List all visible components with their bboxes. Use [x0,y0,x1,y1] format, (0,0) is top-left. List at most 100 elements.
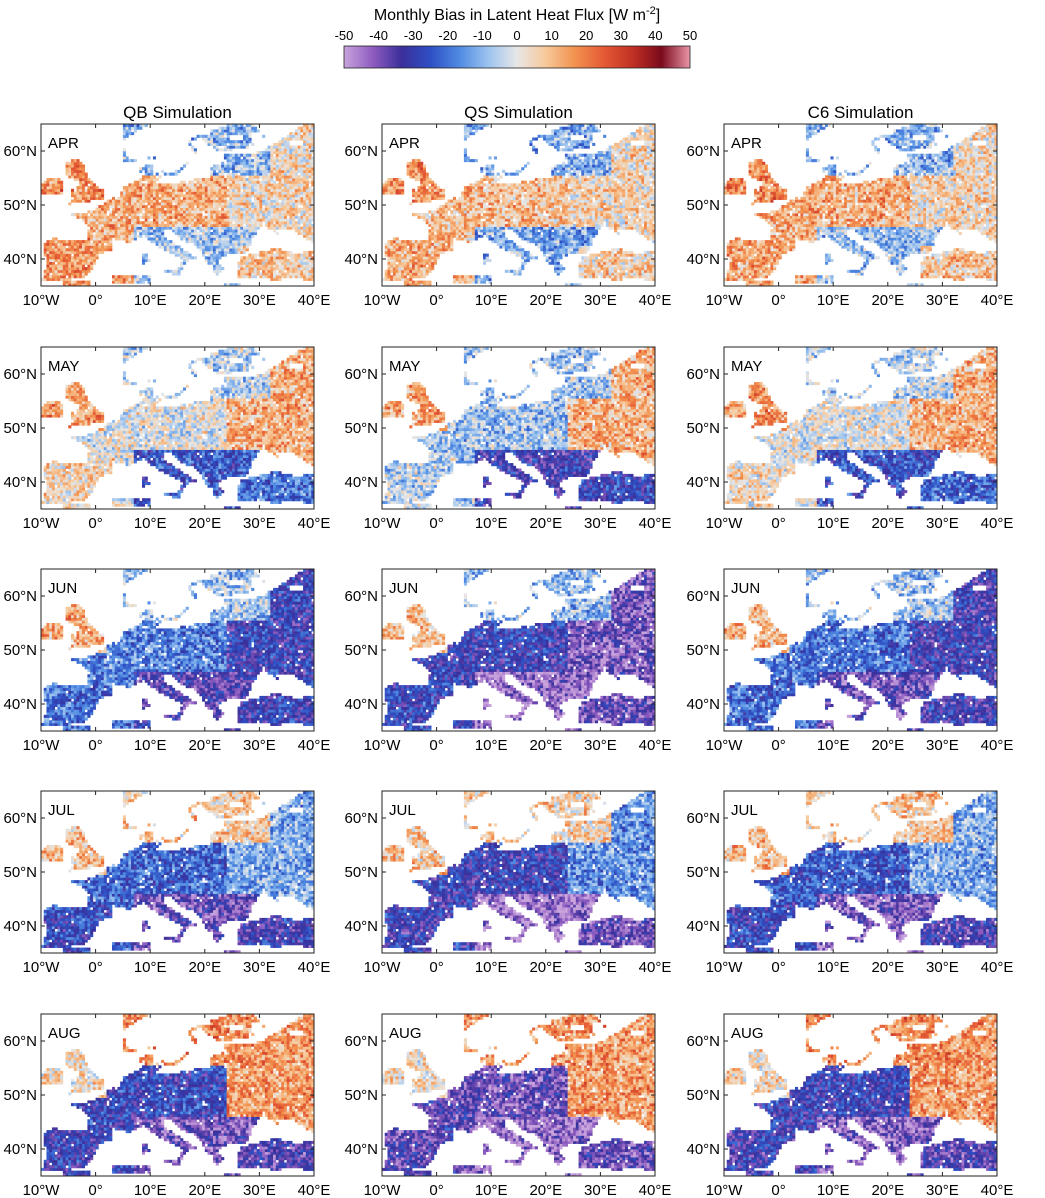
bias-cell [422,264,427,268]
bias-cell [521,167,525,171]
bias-cell [559,245,563,249]
bias-cell [493,180,498,184]
bias-cell [543,207,547,211]
bias-cell [507,202,511,206]
bias-cell [469,202,473,206]
bias-cell [207,186,211,190]
bias-cell [551,188,555,192]
bias-cell [545,248,549,252]
bias-cell [128,188,132,192]
bias-cell [248,223,252,227]
bias-cell [65,164,69,168]
bias-cell [139,207,143,211]
bias-cell [518,234,522,238]
bias-cell [150,183,154,187]
bias-cell [273,261,277,265]
bias-cell [477,229,481,233]
bias-cell [305,223,309,227]
bias-cell [259,253,263,257]
bias-cell [95,237,99,241]
bias-cell [193,191,197,195]
bias-cell [297,194,301,198]
bias-cell [463,186,467,190]
bias-cell [480,280,484,284]
bias-cell [521,213,525,217]
bias-cell [472,215,476,219]
bias-cell [521,202,525,206]
bias-cell [273,148,277,152]
bias-cell [553,145,558,149]
bias-cell [117,202,121,206]
bias-cell [95,196,99,200]
bias-cell [212,134,217,138]
bias-cell [158,202,162,206]
bias-cell [447,232,451,236]
bias-cell [300,156,304,160]
bias-cell [193,229,197,233]
bias-cell [139,277,143,281]
bias-cell [125,194,129,198]
bias-cell [232,196,236,200]
bias-cell [273,196,277,200]
bias-cell [540,234,544,238]
bias-cell [90,232,94,236]
bias-cell [463,221,467,225]
bias-cell [259,153,263,157]
bias-cell [262,256,266,260]
bias-cell [133,277,137,281]
bias-cell [240,153,244,157]
bias-cell [60,240,64,244]
bias-cell [229,202,233,206]
bias-cell [275,250,279,254]
bias-cell [551,202,555,206]
bias-cell [466,129,470,133]
bias-cell [144,194,148,198]
bias-cell [308,277,312,281]
bias-cell [243,183,247,187]
bias-cell [84,191,88,195]
bias-cell [414,250,418,254]
bias-cell [308,261,312,265]
bias-cell [101,237,105,241]
bias-cell [169,269,173,273]
bias-cell [543,194,547,198]
bias-cell [125,156,129,160]
bias-cell [73,256,77,260]
bias-cell [496,186,500,190]
bias-cell [237,161,241,165]
bias-cell [499,226,503,230]
bias-cell [469,218,473,222]
bias-cell [234,169,238,173]
bias-cell [212,142,217,146]
bias-cell [223,142,227,146]
bias-cell [158,240,162,244]
bias-cell [436,207,440,211]
bias-cell [294,191,298,195]
bias-cell [433,215,437,219]
bias-cell [436,218,440,222]
bias-cell [488,218,492,222]
bias-cell [144,169,148,173]
bias-cell [212,205,217,209]
bias-cell [387,259,391,263]
bias-cell [174,245,178,249]
bias-cell [496,240,500,244]
bias-cell [447,205,451,209]
bias-cell [518,226,522,230]
bias-cell [281,275,285,279]
bias-cell [428,240,432,244]
bias-cell [177,183,181,187]
bias-cell [133,226,137,230]
bias-cell [180,205,184,209]
bias-cell [406,167,410,171]
bias-cell [425,218,429,222]
bias-cell [305,207,309,211]
bias-cell [507,183,511,187]
bias-cell [412,245,416,249]
bias-cell [303,134,307,138]
bias-cell [46,245,50,249]
bias-cell [71,245,75,249]
bias-cell [420,261,424,265]
bias-cell [548,245,552,249]
bias-cell [133,234,137,238]
